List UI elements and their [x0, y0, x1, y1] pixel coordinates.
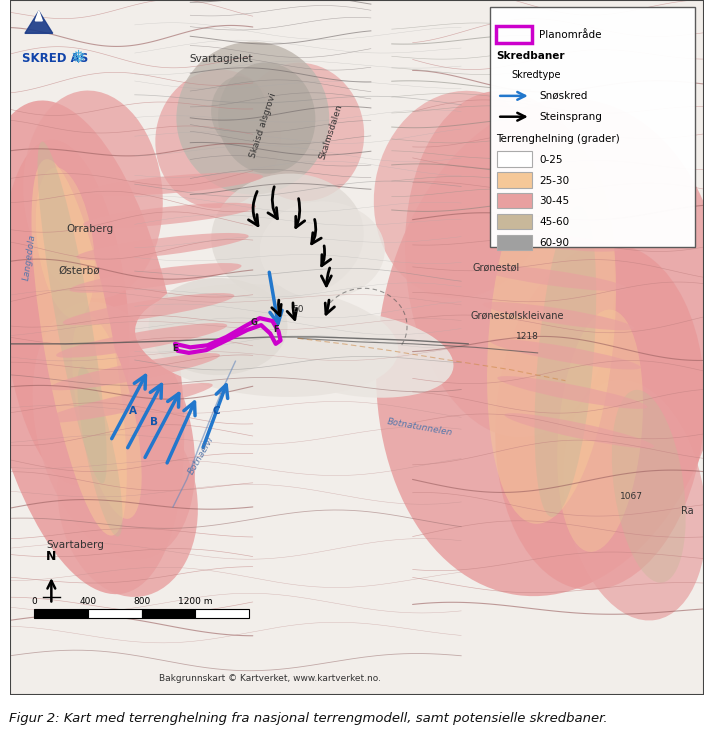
Bar	[196, 609, 249, 618]
Text: 60-90: 60-90	[539, 238, 569, 248]
Text: Skaisd alsgrovi: Skaisd alsgrovi	[248, 92, 278, 158]
Bar	[88, 609, 141, 618]
Polygon shape	[36, 11, 42, 21]
Ellipse shape	[76, 233, 248, 261]
Ellipse shape	[238, 63, 364, 201]
Text: Botnaelvi: Botnaelvi	[186, 435, 215, 475]
Text: Skredbaner: Skredbaner	[496, 50, 565, 61]
Ellipse shape	[156, 70, 281, 208]
Ellipse shape	[43, 383, 213, 423]
Text: Terrenghelning (grader): Terrenghelning (grader)	[496, 134, 620, 144]
Text: 0-25: 0-25	[539, 155, 563, 164]
Text: 800: 800	[133, 597, 150, 606]
Text: Skalmsdalen: Skalmsdalen	[318, 103, 344, 161]
Text: 45-60: 45-60	[539, 217, 569, 228]
Ellipse shape	[31, 159, 127, 535]
Ellipse shape	[36, 167, 95, 319]
Ellipse shape	[476, 265, 627, 291]
Ellipse shape	[69, 263, 241, 293]
Polygon shape	[25, 11, 53, 33]
Ellipse shape	[374, 91, 548, 298]
Ellipse shape	[261, 311, 453, 398]
Ellipse shape	[558, 309, 643, 552]
Text: C: C	[212, 406, 220, 416]
Ellipse shape	[33, 302, 195, 559]
Ellipse shape	[496, 243, 705, 590]
Ellipse shape	[58, 403, 198, 597]
Text: SKRED AS: SKRED AS	[22, 52, 89, 65]
Text: E: E	[172, 344, 178, 353]
Ellipse shape	[90, 173, 263, 195]
Text: Skredtype: Skredtype	[511, 70, 560, 80]
Bar	[141, 609, 196, 618]
Ellipse shape	[77, 366, 123, 536]
Ellipse shape	[211, 173, 364, 299]
Ellipse shape	[38, 141, 107, 484]
Text: Grønestøl: Grønestøl	[472, 262, 520, 273]
Ellipse shape	[56, 323, 227, 357]
Bar	[496, 26, 532, 43]
Text: 400: 400	[79, 597, 96, 606]
Ellipse shape	[218, 62, 316, 173]
Bar	[498, 235, 532, 250]
Ellipse shape	[149, 278, 288, 375]
Ellipse shape	[72, 315, 141, 519]
Ellipse shape	[483, 302, 634, 330]
Text: 1067: 1067	[620, 492, 643, 501]
Text: 25-30: 25-30	[539, 176, 569, 185]
Bar	[498, 193, 532, 209]
Bar	[498, 152, 532, 167]
Ellipse shape	[498, 376, 648, 409]
Text: Figur 2: Kart med terrenghelning fra nasjonal terrengmodell, samt potensielle sk: Figur 2: Kart med terrenghelning fra nas…	[9, 712, 607, 725]
Ellipse shape	[0, 101, 184, 594]
Bar	[498, 172, 532, 188]
Bar	[491, 7, 695, 246]
Ellipse shape	[535, 206, 596, 517]
Bar	[498, 214, 532, 229]
Ellipse shape	[490, 339, 640, 369]
Ellipse shape	[405, 91, 615, 437]
Text: ❅: ❅	[71, 50, 86, 68]
Text: A: A	[129, 406, 137, 416]
Text: Østerbø: Østerbø	[59, 266, 100, 276]
Ellipse shape	[49, 353, 220, 391]
Text: G: G	[251, 318, 258, 327]
Ellipse shape	[612, 390, 685, 583]
Ellipse shape	[487, 143, 616, 524]
Ellipse shape	[211, 77, 267, 146]
Text: Svartagjelet: Svartagjelet	[190, 54, 253, 64]
Text: 30-45: 30-45	[539, 197, 569, 207]
Ellipse shape	[24, 91, 163, 298]
Ellipse shape	[63, 293, 234, 325]
Text: Bakgrunnskart © Kartverket, www.kartverket.no.: Bakgrunnskart © Kartverket, www.kartverk…	[159, 674, 381, 683]
Ellipse shape	[505, 413, 654, 448]
Text: Langedola: Langedola	[21, 234, 37, 281]
Text: B: B	[150, 418, 159, 427]
Text: Planområde: Planområde	[539, 30, 601, 40]
Ellipse shape	[1, 140, 129, 486]
Text: Svartaberg: Svartaberg	[46, 540, 104, 550]
Text: Snøskred: Snøskred	[539, 91, 588, 101]
Text: 0: 0	[31, 597, 37, 606]
Text: 50: 50	[292, 305, 303, 314]
Ellipse shape	[260, 201, 385, 299]
Ellipse shape	[376, 98, 714, 596]
Ellipse shape	[83, 203, 256, 228]
Text: N: N	[46, 550, 56, 562]
Text: Grønestølskleivane: Grønestølskleivane	[470, 311, 563, 321]
Text: Steinsprang: Steinsprang	[539, 112, 602, 122]
Bar	[34, 609, 88, 618]
Ellipse shape	[135, 284, 398, 397]
Text: Ra: Ra	[680, 505, 693, 516]
Text: F: F	[273, 325, 278, 334]
Ellipse shape	[563, 380, 706, 620]
Text: Orraberg: Orraberg	[66, 225, 113, 234]
Ellipse shape	[468, 228, 620, 252]
Text: 1200 m: 1200 m	[178, 597, 213, 606]
Ellipse shape	[176, 41, 329, 195]
Text: 1218: 1218	[516, 333, 538, 342]
Text: Botnatunnelen: Botnatunnelen	[386, 417, 453, 437]
